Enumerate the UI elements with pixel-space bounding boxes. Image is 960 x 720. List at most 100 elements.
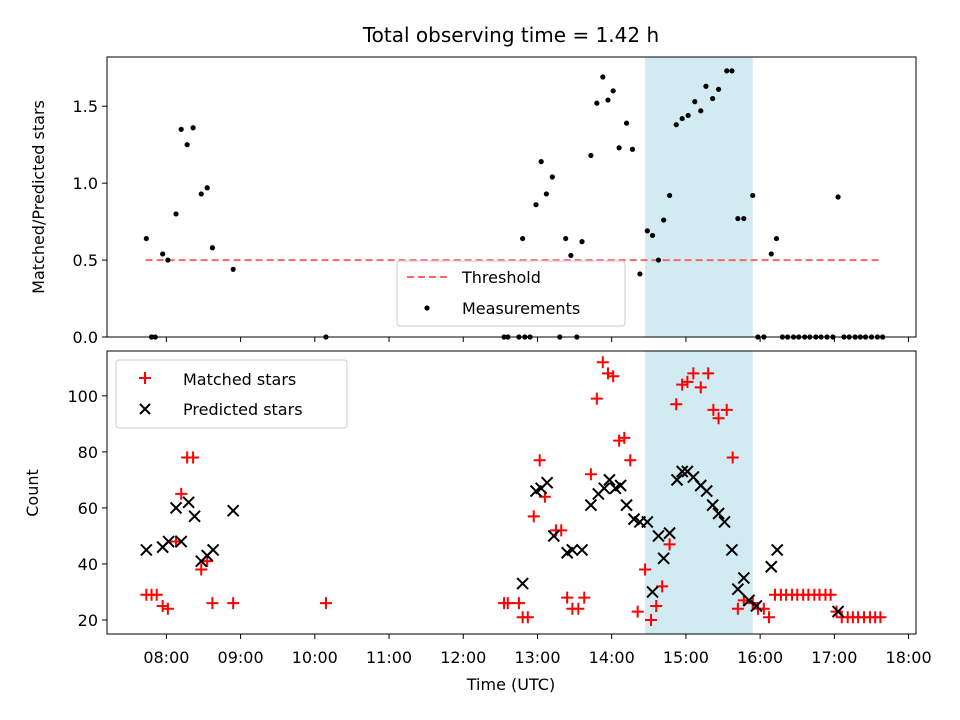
measurement-point — [623, 120, 630, 126]
predicted-star-marker — [603, 473, 616, 487]
measurement-point — [610, 88, 616, 94]
legend-predicted-swatch — [139, 403, 151, 415]
measurement-point — [230, 266, 236, 272]
matched-star-marker — [631, 605, 644, 618]
matched-star-marker — [195, 563, 208, 576]
x-tick-label: 14:00 — [589, 648, 635, 667]
predicted-star-marker — [175, 535, 188, 548]
predicted-star-marker — [620, 498, 633, 512]
matched-star-marker — [512, 597, 525, 610]
matched-star-marker — [624, 454, 637, 467]
measurement-point — [661, 217, 667, 223]
matched-star-marker — [156, 599, 169, 612]
x-tick-label: 15:00 — [663, 648, 709, 667]
predicted-star-marker — [675, 465, 689, 478]
measurement-point — [178, 126, 184, 132]
matched-star-marker — [206, 597, 219, 610]
x-tick-label: 18:00 — [886, 648, 932, 667]
matched-star-marker — [650, 599, 663, 612]
matched-star-marker — [763, 611, 776, 624]
bottom-y-tick-label: 80 — [78, 443, 98, 462]
predicted-star-marker — [765, 560, 778, 573]
bottom-axes-frame — [106, 350, 917, 635]
legend-predicted-label: Predicted stars — [183, 400, 303, 419]
top-y-tick-label: 1.0 — [73, 174, 98, 193]
measurement-point — [198, 191, 204, 197]
measurement-point — [637, 271, 643, 277]
matched-star-marker — [590, 392, 603, 405]
matched-star-marker — [578, 591, 591, 604]
predicted-star-marker — [598, 482, 611, 495]
measurement-point — [710, 95, 716, 102]
matched-star-marker — [607, 370, 620, 383]
matched-star-marker — [824, 588, 837, 601]
measurement-point — [568, 252, 574, 259]
measurement-point — [773, 235, 780, 242]
measurement-point — [750, 192, 756, 199]
measurement-point — [724, 68, 730, 74]
matched-star-marker — [681, 375, 694, 388]
matched-star-marker — [319, 597, 332, 610]
matched-star-marker — [726, 451, 739, 464]
legend-measurements-swatch — [424, 305, 430, 311]
matched-star-marker — [501, 597, 514, 610]
predicted-star-marker — [725, 543, 739, 557]
figure-title: Total observing time = 1.42 h — [362, 23, 659, 47]
x-tick-label: 17:00 — [811, 648, 857, 667]
measurement-point — [629, 146, 636, 152]
top-yaxis-layer: 0.0 0.5 1.0 1.5 — [73, 97, 107, 347]
top-legend-box — [396, 260, 626, 327]
measurement-point — [143, 235, 149, 242]
predicted-star-marker — [516, 577, 529, 590]
predicted-star-marker — [566, 543, 579, 557]
bottom-panel: 20 40 60 80 100 08:00 09:00 10:00 11:00 12:00 13:… — [23, 350, 932, 694]
measurement-point — [655, 257, 662, 263]
predicted-star-marker — [547, 529, 561, 543]
matched-star-marker — [187, 451, 200, 464]
matched-star-marker — [663, 538, 676, 551]
matched-star-marker — [694, 381, 707, 394]
matched-star-marker — [561, 591, 574, 604]
matched-star-marker — [656, 580, 669, 593]
top-y-tick-label: 0.5 — [73, 251, 98, 270]
x-tick-label: 11:00 — [366, 648, 412, 667]
x-tick-label: 12:00 — [440, 648, 486, 667]
matched-star-marker — [555, 524, 568, 537]
matched-star-marker — [584, 468, 597, 481]
measurement-point — [543, 191, 549, 197]
predicted-star-marker — [641, 515, 654, 529]
predicted-star-marker — [657, 552, 670, 565]
matched-star-marker — [618, 431, 631, 444]
predicted-star-marker — [731, 582, 745, 596]
top-legend: Threshold Measurements — [396, 260, 626, 327]
predicted-star-marker — [206, 543, 220, 557]
matched-star-marker — [227, 597, 240, 610]
bottom-y-tick-label: 20 — [78, 611, 98, 630]
matched-star-marker — [175, 487, 188, 500]
matched-star-marker — [720, 403, 733, 416]
predicted-star-marker — [712, 507, 725, 520]
measurement-point — [616, 145, 622, 151]
predicted-star-marker — [663, 526, 676, 540]
bottom-y-tick-label: 100 — [67, 387, 98, 406]
top-highlight-span — [645, 57, 753, 337]
matched-star-marker — [521, 611, 534, 624]
measurement-point — [533, 202, 539, 208]
measurement-point — [600, 74, 606, 80]
matched-star-marker — [702, 367, 715, 380]
predicted-star-marker — [742, 594, 756, 607]
measurement-point — [729, 68, 735, 74]
matched-star-marker — [670, 398, 683, 411]
predicted-star-marker — [182, 496, 195, 509]
measurement-point — [692, 99, 698, 105]
measurement-point — [679, 115, 685, 122]
matched-star-marker — [601, 367, 614, 380]
predicted-star-marker — [540, 476, 554, 489]
measurement-point — [184, 142, 190, 148]
matched-star-marker — [874, 611, 887, 624]
measurement-point — [649, 232, 656, 239]
predicted-star-marker — [771, 543, 784, 557]
predicted-star-marker — [614, 479, 627, 492]
measurement-point — [741, 215, 747, 222]
legend-matched-label: Matched stars — [183, 370, 296, 389]
